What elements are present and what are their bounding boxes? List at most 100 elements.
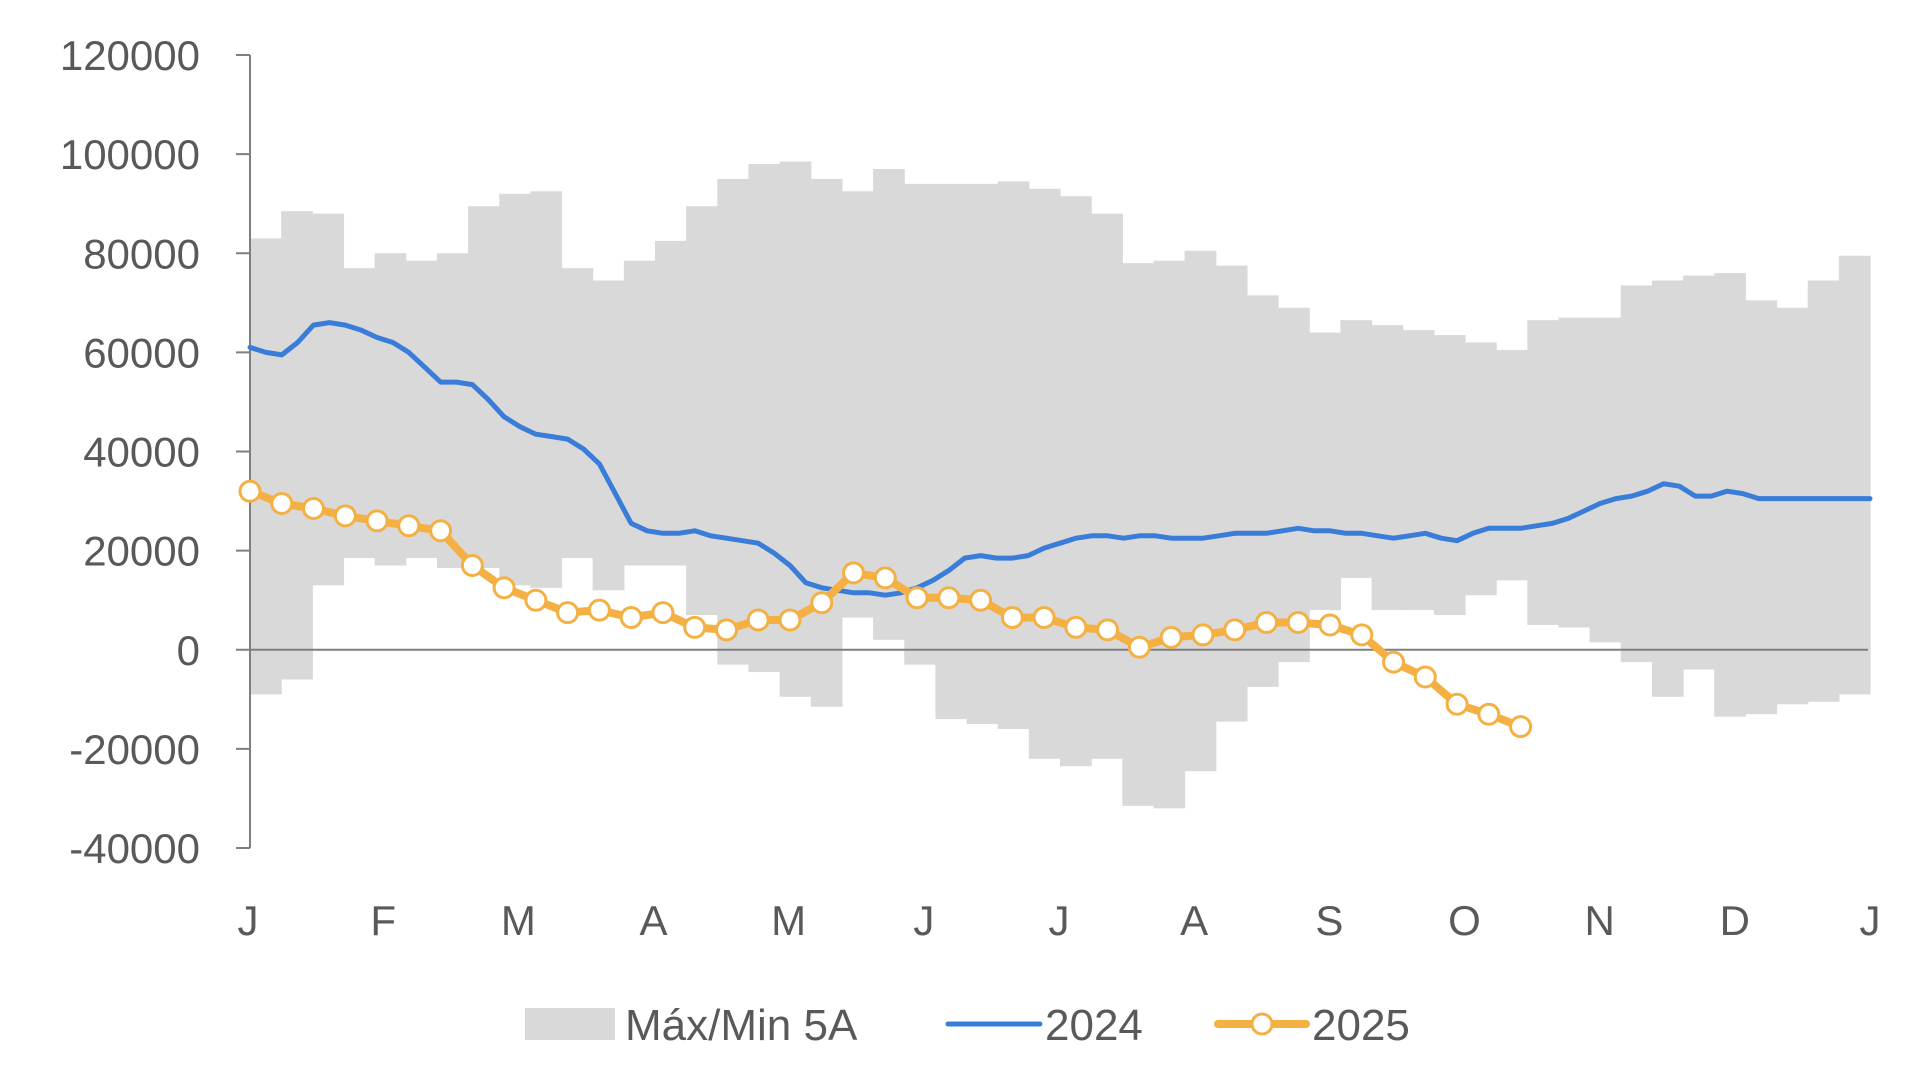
band-bar <box>841 191 874 618</box>
x-tick-label: M <box>771 897 806 944</box>
series-point-2025 <box>1223 618 1247 642</box>
y-tick-label: -20000 <box>69 726 200 773</box>
series-point-2025 <box>1032 606 1056 629</box>
legend-label-2025: 2025 <box>1312 1001 1410 1050</box>
band-bar <box>1060 196 1092 767</box>
band-bar <box>1184 250 1217 772</box>
series-point-2025 <box>778 608 802 632</box>
series-point-2025 <box>651 601 675 625</box>
y-tick-label: 80000 <box>83 230 200 277</box>
series-point-2025 <box>397 514 421 538</box>
x-tick-label: A <box>1180 897 1208 944</box>
series-point-2025 <box>1445 692 1469 716</box>
band-bar <box>1683 275 1715 670</box>
x-tick-label: O <box>1448 897 1481 944</box>
legend-marker-2025 <box>1250 1012 1274 1036</box>
series-point-2025 <box>1159 625 1183 649</box>
series-point-2025 <box>1191 623 1215 647</box>
x-tick-label: J <box>238 897 259 944</box>
band-bar <box>717 178 750 665</box>
series-lines <box>238 320 1873 739</box>
series-point-2025 <box>715 618 738 642</box>
y-tick-label: 0 <box>177 627 200 674</box>
x-tick-label: D <box>1720 897 1750 944</box>
band-bar <box>873 168 905 640</box>
band-bar <box>935 183 968 720</box>
series-point-2025 <box>746 608 770 632</box>
axes: 120000 100000 80000 60000 40000 20000 0 -20000 -… <box>60 32 1881 944</box>
series-point-2025 <box>1509 715 1533 739</box>
band-bar <box>1433 335 1466 616</box>
series-point-2025 <box>842 561 865 585</box>
band-bar <box>405 260 438 559</box>
series-point-2025 <box>429 519 453 543</box>
band-bar <box>997 181 1030 730</box>
legend-label-band: Máx/Min 5A <box>625 1001 858 1050</box>
band-bar <box>1620 285 1653 663</box>
series-point-2025 <box>365 509 389 533</box>
x-tick-label: F <box>370 897 396 944</box>
band-bar <box>1496 349 1528 581</box>
series-point-2025 <box>873 566 897 590</box>
x-tick-label: N <box>1584 897 1614 944</box>
series-point-2025 <box>587 598 611 622</box>
series-point-2025 <box>1286 611 1310 634</box>
x-tick-label: J <box>913 897 934 944</box>
band-bar <box>655 240 687 566</box>
band-bar <box>810 178 843 707</box>
series-line-2024 <box>247 320 1873 598</box>
series-point-2025 <box>524 588 548 612</box>
y-tick-label: 20000 <box>83 528 200 575</box>
series-point-2025 <box>969 588 993 612</box>
band-bar <box>1527 320 1560 625</box>
series-point-2025 <box>1382 650 1405 674</box>
y-tick-label: 60000 <box>83 329 200 376</box>
series-point-2025 <box>302 497 325 520</box>
x-tick-label: A <box>639 897 667 944</box>
series-point-2025 <box>492 576 516 600</box>
x-tick-label: M <box>501 897 536 944</box>
band-bar <box>250 238 282 695</box>
series-point-2025 <box>1096 618 1120 642</box>
band-bar <box>561 268 594 559</box>
band-bar <box>686 206 718 616</box>
y-tick-label: -40000 <box>69 825 200 872</box>
band-bar <box>436 253 469 568</box>
series-point-2025 <box>1350 623 1374 647</box>
series-point-2025 <box>1318 613 1342 637</box>
y-tick-label: 100000 <box>60 131 200 178</box>
band-bar <box>592 280 625 591</box>
legend: Máx/Min 5A 2024 2025 <box>525 1001 1410 1050</box>
series-point-2025 <box>1255 611 1278 634</box>
series-point-2025 <box>683 615 707 639</box>
series-point-2025 <box>1000 606 1024 629</box>
max-min-band <box>250 161 1871 809</box>
band-bar <box>1465 342 1497 596</box>
x-tick-label: J <box>1860 897 1881 944</box>
band-bar <box>1340 320 1373 578</box>
band-bar <box>1215 265 1248 722</box>
series-point-2025 <box>1064 615 1088 639</box>
band-bar <box>499 193 531 586</box>
band-bar <box>1309 332 1341 611</box>
series-point-2025 <box>810 591 834 615</box>
series-point-2025 <box>270 492 294 515</box>
band-bar <box>530 191 563 588</box>
band-bar <box>312 213 345 586</box>
y-tick-label: 40000 <box>83 429 200 476</box>
band-bar <box>966 183 999 725</box>
band-bar <box>748 164 781 673</box>
series-point-2025 <box>905 586 929 610</box>
band-bar <box>1776 307 1809 705</box>
band-bar <box>1371 325 1404 611</box>
band-bar <box>1558 317 1591 628</box>
band-bar <box>1091 213 1123 759</box>
series-point-2025 <box>556 601 580 625</box>
band-bar <box>1278 307 1310 663</box>
legend-swatch-band <box>525 1008 615 1040</box>
series-point-2025 <box>1413 665 1437 689</box>
band-bar <box>1028 188 1061 759</box>
series-point-2025 <box>1127 635 1151 659</box>
series-point-2025 <box>1477 702 1501 726</box>
